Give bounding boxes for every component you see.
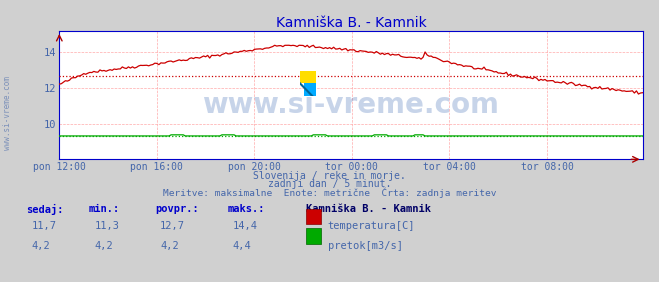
Text: 14,4: 14,4	[233, 221, 258, 231]
Text: 11,7: 11,7	[32, 221, 57, 231]
Text: 12,7: 12,7	[160, 221, 185, 231]
Text: 4,2: 4,2	[94, 241, 113, 251]
Bar	[304, 83, 316, 96]
Text: 11,3: 11,3	[94, 221, 119, 231]
Text: www.si-vreme.com: www.si-vreme.com	[3, 76, 13, 150]
Text: 4,2: 4,2	[32, 241, 50, 251]
Text: Meritve: maksimalne  Enote: metrične  Črta: zadnja meritev: Meritve: maksimalne Enote: metrične Črta…	[163, 188, 496, 198]
Text: min.:: min.:	[89, 204, 120, 214]
Bar	[300, 70, 316, 83]
Text: povpr.:: povpr.:	[155, 204, 198, 214]
Text: Slovenija / reke in morje.: Slovenija / reke in morje.	[253, 171, 406, 180]
Text: www.si-vreme.com: www.si-vreme.com	[202, 91, 500, 120]
Text: sedaj:: sedaj:	[26, 204, 64, 215]
Text: maks.:: maks.:	[227, 204, 265, 214]
Title: Kamniška B. - Kamnik: Kamniška B. - Kamnik	[275, 16, 426, 30]
Text: pretok[m3/s]: pretok[m3/s]	[328, 241, 403, 251]
Text: 4,2: 4,2	[160, 241, 179, 251]
Text: Kamniška B. - Kamnik: Kamniška B. - Kamnik	[306, 204, 432, 214]
Text: zadnji dan / 5 minut.: zadnji dan / 5 minut.	[268, 179, 391, 189]
Text: temperatura[C]: temperatura[C]	[328, 221, 415, 231]
Text: 4,4: 4,4	[233, 241, 251, 251]
